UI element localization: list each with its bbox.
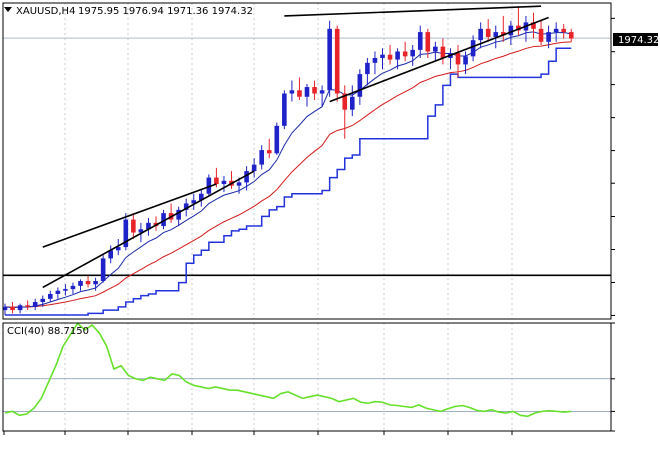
cci-header: CCI(40) 88.7150 xyxy=(7,326,89,337)
candle-body xyxy=(485,28,491,37)
ohlc-label: 1975.95 1976.94 1971.36 1974.32 xyxy=(78,6,253,17)
trendline xyxy=(329,16,549,103)
candle-body xyxy=(251,164,257,172)
candle-body xyxy=(115,247,121,251)
candle-body xyxy=(553,28,559,33)
candle-body xyxy=(32,302,38,307)
candle-body xyxy=(274,125,280,154)
candle-body xyxy=(138,229,144,233)
candle-body xyxy=(425,32,431,52)
candle-body xyxy=(312,87,317,94)
candle-body xyxy=(365,62,370,75)
candle-body xyxy=(48,293,53,299)
candle-body xyxy=(350,96,355,110)
candle-body xyxy=(191,200,197,204)
candle-body xyxy=(516,25,521,31)
candle-body xyxy=(2,306,8,311)
candle-body xyxy=(70,285,76,290)
candle-body xyxy=(319,90,325,94)
candle-body xyxy=(176,209,181,220)
candle-body xyxy=(417,32,423,50)
trendline xyxy=(284,5,542,17)
candle-body xyxy=(402,51,408,57)
candle-body xyxy=(40,298,46,303)
candle-body xyxy=(100,258,106,282)
candle-body xyxy=(244,171,249,183)
candle-body xyxy=(508,25,514,36)
candle-body xyxy=(357,74,363,97)
moving-average-fast xyxy=(4,31,572,309)
moving-average-slow xyxy=(4,41,572,308)
candle-body xyxy=(183,203,189,210)
candle-body xyxy=(455,53,461,65)
candle-body xyxy=(372,57,378,63)
candle-body xyxy=(334,28,340,94)
trendline xyxy=(42,183,217,248)
candle-body xyxy=(221,180,227,185)
candle-body xyxy=(214,177,219,185)
chart-frame xyxy=(2,2,612,432)
candle-body xyxy=(282,93,287,126)
cci-pane-border xyxy=(2,322,612,432)
candle-body xyxy=(463,56,468,65)
candle-body xyxy=(297,90,302,97)
price-plot xyxy=(2,5,611,316)
candle-body xyxy=(387,54,393,60)
price-pane-border xyxy=(2,2,612,320)
candle-body xyxy=(206,177,212,194)
grid xyxy=(64,3,513,431)
candle-body xyxy=(342,93,348,110)
candle-body xyxy=(546,32,551,42)
candle-body xyxy=(259,150,264,165)
candle-body xyxy=(10,306,15,311)
current-price-tag: 1974.32 xyxy=(613,33,659,46)
cci-plot xyxy=(3,322,611,418)
candle-body xyxy=(304,87,310,97)
price-axis xyxy=(611,17,615,316)
candle-body xyxy=(108,250,113,259)
candle-body xyxy=(78,281,83,286)
candle-body xyxy=(501,32,506,36)
candle-body xyxy=(55,290,61,294)
candle-body xyxy=(327,28,332,91)
candle-body xyxy=(63,289,68,291)
candle-body xyxy=(433,46,438,52)
candle-body xyxy=(440,46,446,58)
candle-body xyxy=(531,22,536,29)
candle-body xyxy=(85,281,91,285)
candle-body xyxy=(289,90,295,94)
candle-body xyxy=(236,182,242,186)
chart-header: XAUUSD,H4 1975.95 1976.94 1971.36 1974.3… xyxy=(4,6,253,17)
candle-body xyxy=(493,32,499,37)
time-axis xyxy=(3,431,513,435)
candle-body xyxy=(131,219,136,233)
candle-body xyxy=(146,222,151,230)
candle-body xyxy=(568,32,574,39)
candle-body xyxy=(199,193,204,201)
candle-body xyxy=(470,40,476,57)
symbol-label: XAUUSD,H4 xyxy=(16,6,75,17)
candle-body xyxy=(161,213,166,227)
current-price-tag-bg xyxy=(613,33,658,46)
candle-body xyxy=(410,49,415,57)
cci-axis xyxy=(611,322,615,432)
cci-line xyxy=(4,322,572,418)
candle-body xyxy=(538,28,544,42)
candle-body xyxy=(93,281,98,285)
candle-body xyxy=(395,51,400,60)
candle-body xyxy=(123,219,129,248)
candle-body xyxy=(266,150,272,154)
candle-body xyxy=(478,28,483,41)
current-price-value: 1974.32 xyxy=(618,35,659,46)
candle-body xyxy=(380,54,385,58)
trendline xyxy=(42,170,255,289)
candle-body xyxy=(17,305,23,311)
candle-body xyxy=(561,28,566,33)
dropdown-triangle-icon[interactable] xyxy=(4,7,12,12)
cci-title: CCI(40) 88.7150 xyxy=(7,326,89,337)
candle-body xyxy=(25,305,30,307)
